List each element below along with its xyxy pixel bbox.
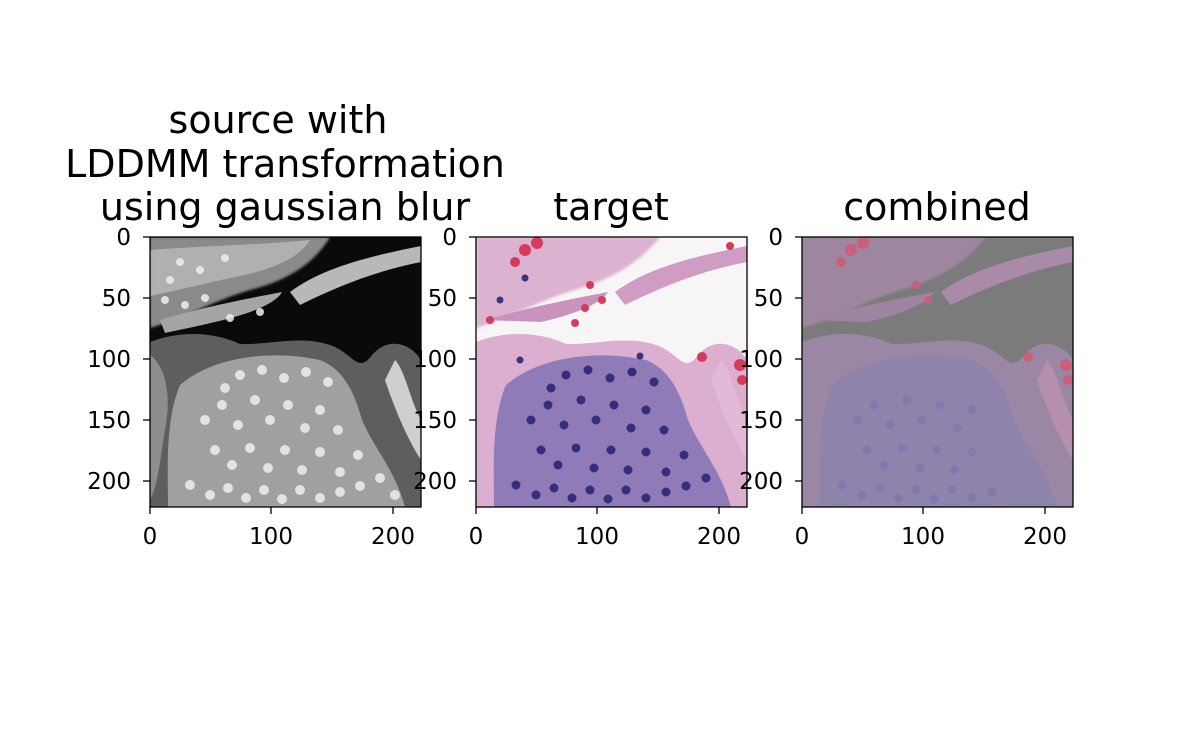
x-tick-label: 200 [1023, 524, 1067, 550]
y-tick-label: 0 [442, 225, 457, 251]
y-tick-label: 200 [87, 469, 131, 495]
y-tick-label: 0 [116, 225, 131, 251]
combined-image [802, 237, 1073, 507]
source-image [150, 237, 421, 507]
y-tick-label: 150 [413, 408, 457, 434]
panel-combined: combined [739, 185, 1074, 550]
y-tick-label: 100 [87, 347, 131, 373]
panel-target: target [413, 185, 748, 550]
combined-cells [837, 395, 997, 504]
x-axis-ticks [475, 507, 720, 514]
x-tick-label: 200 [371, 524, 415, 550]
source-cells [161, 254, 400, 504]
y-tick-label: 50 [102, 286, 131, 312]
panel-title-line: using gaussian blur [100, 185, 471, 229]
panel-title-line: LDDMM transformation [65, 142, 505, 186]
target-image [476, 237, 747, 507]
x-tick-label: 0 [469, 524, 484, 550]
x-tick-label: 200 [697, 524, 741, 550]
x-tick-label: 100 [901, 524, 945, 550]
x-tick-label: 0 [795, 524, 810, 550]
x-axis-ticks [801, 507, 1046, 514]
y-tick-label: 50 [428, 286, 457, 312]
y-tick-label: 150 [87, 408, 131, 434]
y-tick-label: 150 [739, 408, 783, 434]
y-tick-label: 100 [739, 347, 783, 373]
target-nuclei [496, 274, 711, 504]
x-tick-label: 100 [575, 524, 619, 550]
y-tick-label: 200 [739, 469, 783, 495]
panel-title-line: source with [169, 98, 388, 142]
x-axis-ticks [149, 507, 394, 514]
combined-red-cells [836, 237, 1073, 385]
y-axis-ticks [143, 236, 150, 482]
x-tick-label: 100 [249, 524, 293, 550]
y-tick-label: 100 [413, 347, 457, 373]
y-tick-label: 50 [754, 286, 783, 312]
panel-title-line: target [553, 185, 669, 229]
target-red-cells [486, 237, 747, 385]
panel-title-line: combined [843, 185, 1030, 229]
y-tick-label: 0 [768, 225, 783, 251]
panel-source: source with LDDMM transformation using g… [65, 98, 505, 550]
x-tick-label: 0 [143, 524, 158, 550]
y-axis-ticks [795, 236, 802, 482]
y-axis-ticks [469, 236, 476, 482]
y-tick-label: 200 [413, 469, 457, 495]
